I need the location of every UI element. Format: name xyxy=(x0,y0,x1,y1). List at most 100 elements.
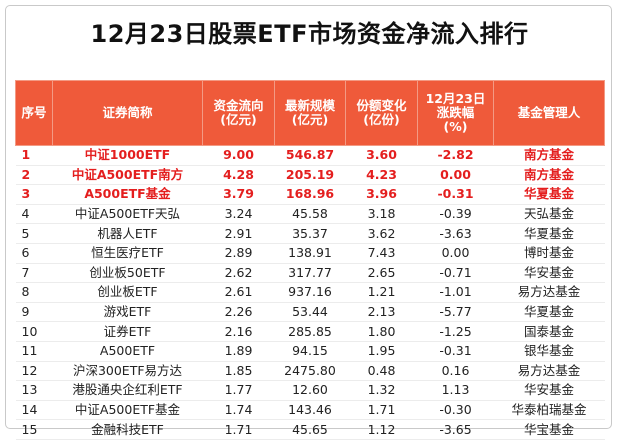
cell-change-pct: -2.82 xyxy=(417,145,494,166)
header-rank: 序号 xyxy=(15,80,53,146)
cell-manager: 华安基金 xyxy=(493,380,605,401)
header-text: 份额变化 xyxy=(356,98,407,113)
cell-fund-name: 恒生医疗ETF xyxy=(52,243,203,264)
header-text: (亿份) xyxy=(363,112,400,127)
cell-change-pct: 0.00 xyxy=(417,165,494,186)
cell-latest-scale: 45.58 xyxy=(274,204,346,225)
table-row: 4 中证A500ETF天弘 3.24 45.58 3.18 -0.39 天弘基金 xyxy=(15,204,605,225)
cell-net-flow: 4.28 xyxy=(202,165,275,186)
cell-change-pct: -1.01 xyxy=(417,282,494,303)
header-text: (亿元) xyxy=(220,112,257,127)
table-row: 11 A500ETF 1.89 94.15 1.95 -0.31 银华基金 xyxy=(15,341,605,362)
cell-manager: 华夏基金 xyxy=(493,223,605,244)
header-text: (%) xyxy=(443,119,468,134)
cell-rank: 1 xyxy=(15,145,53,166)
header-change-pct: 12月23日 涨跌幅 (%) xyxy=(417,80,494,146)
cell-rank: 4 xyxy=(15,204,53,225)
cell-manager: 华泰柏瑞基金 xyxy=(493,400,605,421)
cell-manager: 华安基金 xyxy=(493,263,605,284)
table-body: 1 中证1000ETF 9.00 546.87 3.60 -2.82 南方基金 2 中证A500… xyxy=(15,145,605,440)
cell-share-change: 1.71 xyxy=(345,400,418,421)
cell-net-flow: 1.85 xyxy=(202,361,275,382)
cell-fund-name: 证券ETF xyxy=(52,321,203,342)
cell-net-flow: 9.00 xyxy=(202,145,275,166)
header-scale: 最新规模 (亿元) xyxy=(274,80,346,146)
cell-rank: 3 xyxy=(15,184,53,205)
cell-change-pct: -1.25 xyxy=(417,321,494,342)
cell-manager: 易方达基金 xyxy=(493,361,605,382)
header-text: 涨跌幅 xyxy=(436,105,475,120)
cell-latest-scale: 143.46 xyxy=(274,400,346,421)
cell-fund-name: 创业板ETF xyxy=(52,282,203,303)
table-row: 12 沪深300ETF易方达 1.85 2475.80 0.48 0.16 易方达基金 xyxy=(15,361,605,382)
cell-change-pct: 1.13 xyxy=(417,380,494,401)
cell-latest-scale: 205.19 xyxy=(274,165,346,186)
header-text: 12月23日 xyxy=(425,91,486,106)
cell-latest-scale: 285.85 xyxy=(274,321,346,342)
cell-fund-name: 中证1000ETF xyxy=(52,145,203,166)
cell-change-pct: -3.63 xyxy=(417,223,494,244)
cell-latest-scale: 168.96 xyxy=(274,184,346,205)
cell-rank: 10 xyxy=(15,321,53,342)
cell-rank: 9 xyxy=(15,302,53,323)
table-row: 10 证券ETF 2.16 285.85 1.80 -1.25 国泰基金 xyxy=(15,321,605,342)
table-row: 7 创业板50ETF 2.62 317.77 2.65 -0.71 华安基金 xyxy=(15,263,605,284)
cell-share-change: 4.23 xyxy=(345,165,418,186)
cell-manager: 天弘基金 xyxy=(493,204,605,225)
table-row: 15 金融科技ETF 1.71 45.65 1.12 -3.65 华宝基金 xyxy=(15,419,605,440)
cell-share-change: 1.12 xyxy=(345,419,418,440)
cell-latest-scale: 937.16 xyxy=(274,282,346,303)
table-row: 3 A500ETF基金 3.79 168.96 3.96 -0.31 华夏基金 xyxy=(15,184,605,205)
cell-fund-name: 金融科技ETF xyxy=(52,419,203,440)
cell-rank: 5 xyxy=(15,223,53,244)
etf-inflow-table: 序号 证券简称 资金流向 (亿元) 最新规模 (亿元) 份额变化 (亿份) 12月23日 涨跌幅(… xyxy=(15,80,605,440)
cell-latest-scale: 94.15 xyxy=(274,341,346,362)
cell-manager: 博时基金 xyxy=(493,243,605,264)
cell-share-change: 2.65 xyxy=(345,263,418,284)
cell-net-flow: 3.79 xyxy=(202,184,275,205)
table-header-row: 序号 证券简称 资金流向 (亿元) 最新规模 (亿元) 份额变化 (亿份) 12月23日 涨跌幅(… xyxy=(15,80,605,146)
cell-fund-name: 沪深300ETF易方达 xyxy=(52,361,203,382)
cell-net-flow: 2.89 xyxy=(202,243,275,264)
table-row: 6 恒生医疗ETF 2.89 138.91 7.43 0.00 博时基金 xyxy=(15,243,605,264)
cell-change-pct: -0.31 xyxy=(417,184,494,205)
cell-fund-name: 游戏ETF xyxy=(52,302,203,323)
cell-net-flow: 3.24 xyxy=(202,204,275,225)
cell-change-pct: -3.65 xyxy=(417,419,494,440)
cell-net-flow: 2.16 xyxy=(202,321,275,342)
card: 12月23日股票ETF市场资金净流入排行 序号 证券简称 资金流向 (亿元) 最新规模(… xyxy=(5,5,612,440)
cell-share-change: 7.43 xyxy=(345,243,418,264)
cell-rank: 12 xyxy=(15,361,53,382)
cell-latest-scale: 317.77 xyxy=(274,263,346,284)
cell-change-pct: -0.30 xyxy=(417,400,494,421)
cell-share-change: 1.95 xyxy=(345,341,418,362)
cell-share-change: 3.18 xyxy=(345,204,418,225)
cell-net-flow: 2.91 xyxy=(202,223,275,244)
table-row: 9 游戏ETF 2.26 53.44 2.13 -5.77 华夏基金 xyxy=(15,302,605,323)
cell-latest-scale: 546.87 xyxy=(274,145,346,166)
cell-change-pct: -5.77 xyxy=(417,302,494,323)
table-row: 2 中证A500ETF南方 4.28 205.19 4.23 0.00 南方基金 xyxy=(15,165,605,186)
cell-share-change: 3.96 xyxy=(345,184,418,205)
cell-fund-name: A500ETF基金 xyxy=(52,184,203,205)
cell-change-pct: -0.71 xyxy=(417,263,494,284)
cell-net-flow: 2.62 xyxy=(202,263,275,284)
header-text: 最新规模 xyxy=(284,98,335,113)
cell-latest-scale: 138.91 xyxy=(274,243,346,264)
cell-change-pct: 0.16 xyxy=(417,361,494,382)
cell-share-change: 1.21 xyxy=(345,282,418,303)
cell-fund-name: 港股通央企红利ETF xyxy=(52,380,203,401)
cell-net-flow: 1.77 xyxy=(202,380,275,401)
header-text: 资金流向 xyxy=(213,98,264,113)
cell-manager: 华夏基金 xyxy=(493,302,605,323)
cell-fund-name: 机器人ETF xyxy=(52,223,203,244)
cell-rank: 13 xyxy=(15,380,53,401)
cell-fund-name: 中证A500ETF南方 xyxy=(52,165,203,186)
cell-rank: 15 xyxy=(15,419,53,440)
cell-latest-scale: 53.44 xyxy=(274,302,346,323)
cell-manager: 易方达基金 xyxy=(493,282,605,303)
table-row: 13 港股通央企红利ETF 1.77 12.60 1.32 1.13 华安基金 xyxy=(15,380,605,401)
header-name: 证券简称 xyxy=(52,80,203,146)
cell-change-pct: -0.39 xyxy=(417,204,494,225)
cell-manager: 华宝基金 xyxy=(493,419,605,440)
